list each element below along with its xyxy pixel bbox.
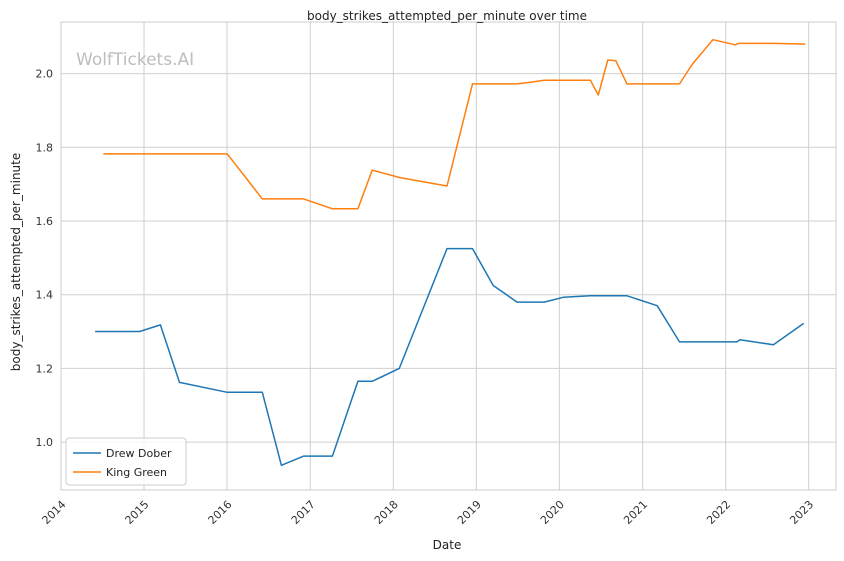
x-tick-label: 2016 xyxy=(206,498,235,527)
x-tick-label: 2015 xyxy=(123,498,152,527)
legend-box xyxy=(65,437,187,486)
x-tick-label: 2022 xyxy=(704,498,733,527)
y-tick-label: 1.6 xyxy=(36,215,54,228)
y-tick-label: 1.0 xyxy=(36,436,54,449)
watermark: WolfTickets.AI xyxy=(76,50,194,70)
series-layer xyxy=(95,38,806,467)
chart-title: body_strikes_attempted_per_minute over t… xyxy=(307,9,587,23)
y-tick-label: 1.4 xyxy=(36,289,54,302)
x-tick-label: 2020 xyxy=(538,498,567,527)
y-axis-label: body_strikes_attempted_per_minute xyxy=(9,153,23,371)
plot-frame xyxy=(60,21,837,491)
x-tick-label: 2018 xyxy=(372,498,401,527)
legend-label-king-green: King Green xyxy=(106,466,167,479)
x-tick-label: 2023 xyxy=(787,498,816,527)
grid xyxy=(60,22,836,490)
y-tick-label: 1.2 xyxy=(36,362,54,375)
legend-label-drew-dober: Drew Dober xyxy=(106,447,172,460)
y-axis: 1.0 1.2 1.4 1.6 1.8 2.0 xyxy=(36,68,54,450)
y-tick-label: 2.0 xyxy=(36,68,54,81)
series-line-king-green xyxy=(103,38,806,210)
x-tick-label: 2017 xyxy=(289,498,318,527)
legend: Drew Dober King Green xyxy=(65,437,187,486)
x-axis: 2014 2015 2016 2017 2018 2019 2020 2021 2022 2023 xyxy=(40,498,817,527)
y-tick-label: 1.8 xyxy=(36,141,54,154)
x-axis-label: Date xyxy=(433,538,462,552)
x-tick-label: 2014 xyxy=(40,498,69,527)
series-line-drew-dober xyxy=(95,247,805,467)
x-tick-label: 2019 xyxy=(455,498,484,527)
x-tick-label: 2021 xyxy=(621,498,650,527)
